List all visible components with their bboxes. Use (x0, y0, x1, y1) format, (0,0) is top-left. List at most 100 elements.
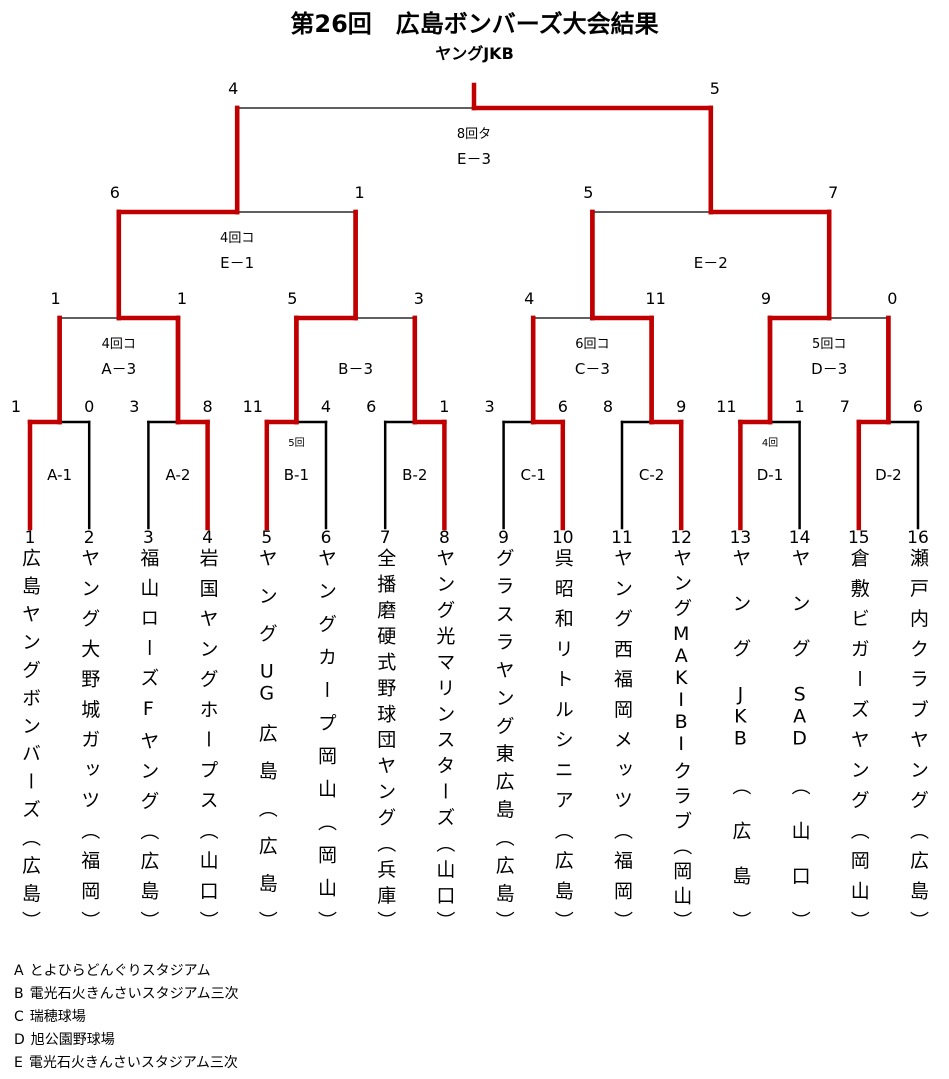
team-name: ヤングJKB（広島） (729, 548, 752, 930)
team-entry: 2 ヤング大野城ガッツ（福岡） (77, 528, 101, 930)
score-left: 5 (583, 183, 593, 202)
match-id: B-1 (284, 466, 309, 484)
legend-item: E 電光石火きんさいスタジアム三次 (14, 1052, 245, 1075)
team-name: 呉昭和リトルシニア（広島） (551, 548, 574, 930)
score-left: 9 (761, 289, 771, 308)
page-subtitle: ヤングJKB (435, 44, 514, 63)
team-entry: 13 ヤングJKB（広島） (728, 528, 752, 930)
score-right: 6 (913, 397, 923, 416)
team-number: 2 (83, 528, 95, 548)
match-id: A-2 (166, 466, 191, 484)
venue-legend: A とよひらどんぐりスタジアム B 電光石火きんさいスタジアム三次 C 瑞穂球場 D 旭公園野… (14, 960, 245, 1075)
match-id: B-2 (402, 466, 427, 484)
legend-key: A (14, 963, 24, 979)
match-id: C-1 (520, 466, 545, 484)
score-left: 11 (716, 397, 736, 416)
team-number: 12 (670, 528, 692, 548)
score-left: 3 (129, 397, 139, 416)
score-right: 6 (558, 397, 568, 416)
score-right: 0 (84, 397, 94, 416)
legend-item: C 瑞穂球場 (14, 1006, 245, 1029)
legend-venue: 電光石火きんさいスタジアム三次 (29, 986, 239, 1002)
match-id: A－3 (101, 360, 136, 378)
team-name: 全播磨硬式野球団ヤング（兵庫） (374, 548, 397, 930)
team-entry: 6 ヤングカープ岡山（岡山） (314, 528, 338, 930)
team-name: 瀬戸内クラブヤング（広島） (907, 548, 929, 930)
match-id: A-1 (47, 466, 72, 484)
team-number: 15 (847, 528, 870, 548)
score-left: 4 (228, 79, 238, 98)
team-entry: 15 倉敷ビガーズヤング（岡山） (847, 528, 871, 930)
legend-venue: とよひらどんぐりスタジアム (29, 963, 211, 979)
team-number: 8 (438, 528, 450, 548)
score-left: 6 (366, 397, 376, 416)
score-right: 3 (414, 289, 424, 308)
score-right: 5 (710, 79, 720, 98)
team-name: ヤングMAKIBIクラブ（岡山） (670, 548, 693, 930)
match-note: 4回コ (220, 231, 254, 246)
team-entry: 4 岩国ヤングホープス（山口） (196, 528, 220, 930)
match-id: D-2 (875, 466, 902, 484)
score-left: 3 (485, 397, 495, 416)
legend-key: C (14, 1009, 24, 1025)
score-left: 1 (51, 289, 61, 308)
score-left: 8 (603, 397, 613, 416)
score-left: 6 (110, 183, 120, 202)
match-note: 4回コ (102, 337, 136, 352)
legend-venue: 瑞穂球場 (29, 1009, 86, 1025)
match-id: D－3 (811, 360, 847, 378)
team-number: 6 (320, 528, 332, 548)
team-entry: 9 グラスラヤング東広島（広島） (492, 528, 516, 930)
team-entry: 5 ヤングUG広島（広島） (255, 528, 279, 930)
match-id: B－3 (338, 360, 373, 378)
score-right: 1 (439, 397, 449, 416)
team-entry: 10 呉昭和リトルシニア（広島） (551, 528, 575, 930)
team-number: 1 (24, 528, 36, 548)
legend-venue: 旭公園野球場 (30, 1032, 115, 1048)
team-entry: 3 福山ローズFヤング（広島） (136, 528, 160, 930)
team-entry: 8 ヤング光マリンスターズ（山口） (432, 528, 456, 930)
team-entry: 14 ヤングSAD（山口） (788, 528, 812, 930)
team-number: 11 (611, 528, 633, 548)
match-id: E－1 (220, 254, 254, 272)
team-name: ヤング光マリンスターズ（山口） (433, 548, 456, 930)
legend-item: A とよひらどんぐりスタジアム (14, 960, 245, 983)
team-number: 10 (551, 528, 574, 548)
team-number: 9 (498, 528, 509, 548)
team-number: 14 (788, 528, 811, 548)
team-number: 16 (907, 528, 929, 548)
match-note: 5回 (288, 437, 304, 449)
match-note: 5回コ (812, 337, 846, 352)
score-right: 1 (355, 183, 365, 202)
match-note: 4回 (762, 437, 778, 449)
legend-key: E (14, 1055, 23, 1071)
team-name: ヤングUG広島（広島） (255, 548, 278, 930)
team-name: ヤング西福岡メッツ（福岡） (611, 548, 633, 930)
team-number: 13 (729, 528, 752, 548)
score-left: 1 (11, 397, 21, 416)
match-id: C－3 (575, 360, 610, 378)
team-entry: 7 全播磨硬式野球団ヤング（兵庫） (373, 528, 397, 930)
team-entry: 11 ヤング西福岡メッツ（福岡） (610, 528, 634, 930)
page-title: 第26回 広島ボンバーズ大会結果 (290, 10, 659, 38)
score-right: 9 (676, 397, 686, 416)
match-id: D-1 (757, 466, 784, 484)
match-note: 8回タ (457, 127, 491, 142)
team-name: ヤング大野城ガッツ（福岡） (78, 548, 101, 930)
score-right: 7 (828, 183, 838, 202)
match-id: E－3 (457, 150, 491, 168)
legend-item: D 旭公園野球場 (14, 1029, 245, 1052)
score-left: 7 (840, 397, 850, 416)
match-note: 6回コ (575, 337, 609, 352)
team-name: 倉敷ビガーズヤング（岡山） (847, 548, 870, 930)
score-right: 1 (795, 397, 805, 416)
team-entry: 1 広島ヤングボンバーズ（広島） (18, 528, 42, 930)
score-left: 4 (524, 289, 534, 308)
legend-venue: 電光石火きんさいスタジアム三次 (28, 1055, 238, 1071)
score-right: 11 (645, 289, 665, 308)
match-id: E－2 (694, 254, 728, 272)
team-name: 広島ヤングボンバーズ（広島） (19, 548, 41, 930)
legend-item: B 電光石火きんさいスタジアム三次 (14, 983, 245, 1006)
team-name: 岩国ヤングホープス（山口） (196, 548, 219, 930)
